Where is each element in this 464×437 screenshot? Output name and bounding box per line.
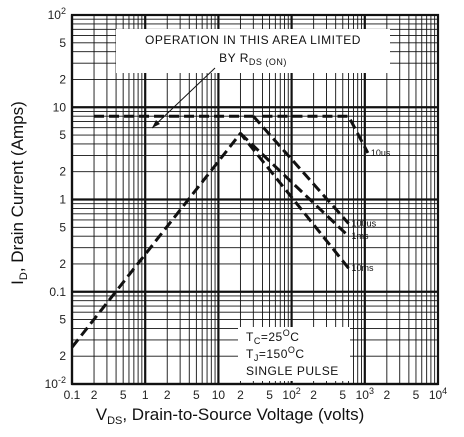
titles-layer: VDS, Drain-to-Source Voltage (volts) ID,… bbox=[8, 101, 364, 427]
x-tick-label: 2 bbox=[383, 388, 390, 402]
y-axis-title: ID, Drain Current (Amps) bbox=[8, 101, 30, 285]
series-layer: 10us 100us 1ms 10ms bbox=[70, 114, 391, 349]
y-tick-label: 102 bbox=[48, 6, 66, 22]
x-tick-label: 5 bbox=[339, 388, 346, 402]
annotation-arrowhead bbox=[152, 120, 160, 128]
y-tick-label: 2 bbox=[59, 165, 66, 179]
x-tick-label: 104 bbox=[429, 386, 447, 402]
x-tick-label: 2 bbox=[237, 388, 244, 402]
x-tick-label: 2 bbox=[310, 388, 317, 402]
y-tick-label: 2 bbox=[59, 72, 66, 86]
plot-frame bbox=[70, 13, 440, 386]
series-line-10us bbox=[262, 114, 370, 154]
x-tick-label: 10 bbox=[212, 388, 226, 402]
x-tick-label: 2 bbox=[164, 388, 171, 402]
y-tick-label: 10 bbox=[53, 100, 67, 114]
annotation-line-2: BY RDS (ON) bbox=[219, 51, 287, 67]
x-tick-label: 5 bbox=[120, 388, 127, 402]
series-line-100us bbox=[252, 115, 350, 225]
condition-line: SINGLE PULSE bbox=[246, 364, 339, 378]
axes-layer: 0.1 2 5 1 2 5 10 2 5 102 2 5 103 2 5 1041025210521520.1… bbox=[45, 6, 448, 402]
annotation-line-1: OPERATION IN THIS AREA LIMITED bbox=[145, 33, 361, 47]
conditions-box bbox=[238, 327, 350, 381]
series-label-100us: 100us bbox=[352, 218, 377, 228]
x-axis-title: VDS, Drain-to-Source Voltage (volts) bbox=[96, 405, 365, 427]
y-tick-label: 5 bbox=[59, 36, 66, 50]
x-tick-label: 1 bbox=[142, 388, 149, 402]
annotation-box bbox=[116, 29, 390, 73]
annotation-layer: OPERATION IN THIS AREA LIMITED BY RDS (O… bbox=[116, 29, 390, 381]
x-tick-label: 5 bbox=[413, 388, 420, 402]
y-tick-label: 10-2 bbox=[45, 375, 66, 391]
x-tick-label: 5 bbox=[193, 388, 200, 402]
series-line-1ms bbox=[239, 132, 350, 238]
series-line-10ms bbox=[70, 131, 350, 349]
x-tick-label: 5 bbox=[266, 388, 273, 402]
series-label-1ms: 1ms bbox=[352, 231, 370, 241]
y-tick-label: 2 bbox=[59, 257, 66, 271]
condition-line: TC=25OC bbox=[246, 328, 299, 346]
x-tick-label: 103 bbox=[356, 386, 374, 402]
y-tick-label: 2 bbox=[59, 349, 66, 363]
condition-line: TJ=150OC bbox=[246, 345, 305, 363]
series-label-10ms: 10ms bbox=[352, 263, 375, 273]
y-tick-label: 1 bbox=[59, 193, 66, 207]
annotation-leader-line bbox=[151, 67, 216, 129]
x-tick-label: 102 bbox=[282, 386, 300, 402]
x-tick-label: 0.1 bbox=[64, 388, 81, 402]
series-label-10us: 10us bbox=[371, 148, 391, 158]
y-tick-label: 5 bbox=[59, 128, 66, 142]
y-tick-label: 0.1 bbox=[49, 285, 66, 299]
y-tick-label: 5 bbox=[59, 220, 66, 234]
x-tick-label: 2 bbox=[91, 388, 98, 402]
y-tick-label: 5 bbox=[59, 313, 66, 327]
